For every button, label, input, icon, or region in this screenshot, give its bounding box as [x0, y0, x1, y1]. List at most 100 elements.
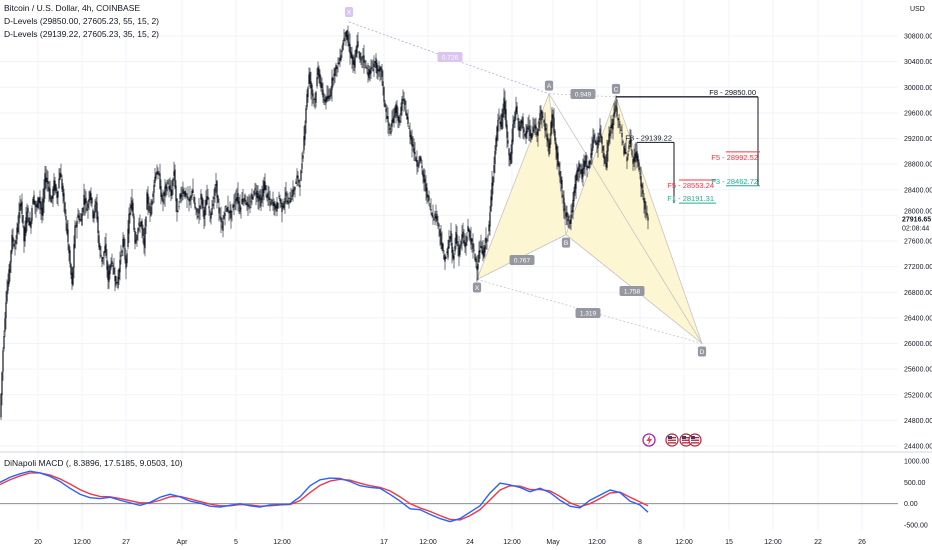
candle-body: [384, 102, 386, 107]
time-tick: 12:00: [675, 539, 693, 546]
dlevels-legend-2[interactable]: D-Levels (29139.22, 27605.23, 35, 15, 2): [4, 29, 159, 39]
candle-body: [249, 206, 251, 208]
candle-body: [609, 130, 611, 136]
candle-body: [534, 124, 536, 129]
us-flag-icon[interactable]: [665, 433, 679, 447]
candle-body: [622, 141, 624, 144]
time-tick: 15: [725, 539, 733, 546]
candle-body: [183, 191, 185, 194]
candle-body: [267, 192, 269, 198]
candle-body: [473, 249, 475, 251]
candle-body: [484, 245, 486, 253]
candle-body: [116, 282, 118, 284]
price-tick: 24800.00: [904, 418, 932, 425]
candle-body: [273, 202, 275, 207]
candle-body: [460, 240, 462, 246]
ratio-label: 1.758: [624, 289, 641, 296]
candle-body: [345, 31, 347, 37]
price-axis[interactable]: USD 30800.00 30400.00 30000.00 29600.00 29200…: [899, 6, 932, 530]
price-tick: 28400.00: [904, 187, 932, 194]
candle-body: [506, 124, 508, 138]
price-candles: [0, 25, 649, 421]
candle-body: [227, 206, 229, 211]
candle-body: [339, 57, 341, 61]
candle-body: [414, 152, 416, 155]
candle-body: [577, 168, 579, 173]
candle-body: [623, 145, 625, 155]
candle-body: [501, 114, 503, 130]
candle-body: [583, 160, 585, 170]
candle-body: [172, 178, 174, 187]
chart-title[interactable]: Bitcoin / U.S. Dollar, 4h, COINBASE: [4, 3, 141, 13]
candle-body: [150, 206, 152, 216]
candle-body: [192, 189, 194, 194]
lightning-icon[interactable]: [642, 433, 656, 447]
candle-body: [562, 194, 564, 198]
candle-body: [162, 198, 164, 203]
candle-body: [309, 72, 311, 84]
candle-body: [595, 141, 597, 146]
candle-body: [206, 196, 208, 205]
candle-body: [178, 206, 180, 208]
candle-body: [220, 217, 222, 223]
event-icons[interactable]: [642, 433, 702, 447]
candle-body: [331, 77, 333, 91]
candle-body: [519, 126, 521, 131]
us-flag-icon[interactable]: [679, 433, 693, 447]
candle-body: [538, 121, 540, 128]
candle-body: [208, 206, 210, 209]
candle-body: [68, 244, 70, 254]
candle-body: [125, 258, 127, 269]
candle-body: [499, 121, 501, 124]
candle-body: [334, 68, 336, 76]
candle-body: [539, 113, 541, 121]
candle-body: [459, 245, 461, 255]
candle-body: [535, 126, 537, 129]
candle-body: [318, 68, 320, 78]
candle-body: [603, 152, 605, 159]
candle-body: [278, 196, 280, 197]
candle-body: [237, 193, 239, 203]
candle-body: [490, 196, 492, 212]
candle-body: [202, 199, 204, 209]
candle-body: [333, 73, 335, 76]
time-tick: 22: [814, 539, 822, 546]
candle-body: [92, 210, 94, 219]
candle-body: [429, 206, 431, 208]
candle-body: [262, 188, 264, 197]
time-axis[interactable]: 20 12:00 27 Apr 5 12:00 17 12:00 24 12:00 May 12:00…: [34, 539, 866, 546]
fib-levels: F8 - 29850.00 F8 - 29139.22 F5 - 28992.52 F…: [616, 88, 760, 204]
candle-body: [552, 114, 554, 119]
candle-body: [416, 160, 418, 167]
candle-body: [580, 169, 582, 174]
currency-label: USD: [910, 6, 925, 13]
us-flag-icon[interactable]: [688, 433, 702, 447]
candle-body: [586, 164, 588, 171]
candle-body: [590, 153, 592, 158]
candle-body: [299, 184, 301, 187]
candle-body: [39, 196, 41, 204]
candle-body: [47, 181, 49, 184]
candle-body: [102, 257, 104, 259]
candle-body: [63, 193, 65, 202]
candle-body: [263, 181, 265, 193]
candle-body: [568, 216, 570, 219]
macd-legend[interactable]: DiNapoli MACD (, 8.3896, 17.5185, 9.0503…: [4, 458, 183, 468]
candle-body: [241, 198, 243, 204]
candle-body: [335, 64, 337, 70]
candle-body: [175, 185, 177, 202]
candle-body: [381, 69, 383, 77]
candle-body: [324, 99, 326, 102]
candle-body: [90, 193, 92, 201]
candle-body: [323, 98, 325, 101]
price-tick: 25600.00: [904, 367, 932, 374]
candle-body: [38, 197, 40, 203]
candle-body: [21, 201, 23, 215]
candle-body: [533, 129, 535, 131]
dlevels-legend-1[interactable]: D-Levels (29850.00, 27605.23, 55, 15, 2): [4, 16, 159, 26]
candle-body: [181, 195, 183, 197]
candle-body: [487, 235, 489, 237]
candle-body: [283, 202, 285, 209]
candle-body: [242, 198, 244, 203]
